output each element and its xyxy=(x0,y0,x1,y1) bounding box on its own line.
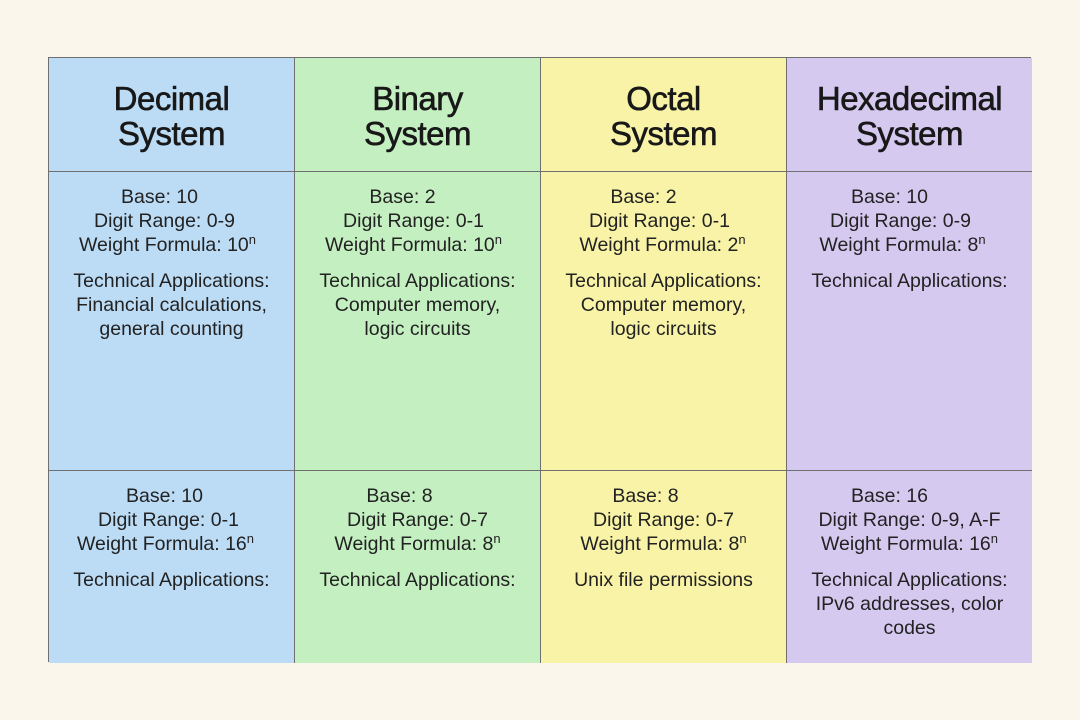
weight-exponent: n xyxy=(248,232,257,247)
weight-formula: Weight Formula: 16n xyxy=(787,532,1032,556)
base-text: Base: 10 xyxy=(126,485,203,507)
digit-range-text: Digit Range: 0-7 xyxy=(593,509,734,531)
base-text: Base: 8 xyxy=(366,485,433,507)
weight-formula: Weight Formula: 16n xyxy=(37,532,294,556)
weight-formula: Weight Formula: 8n xyxy=(295,532,540,556)
cell-binary-row-2: Base: 8 Digit Range: 0-7 Weight Formula:… xyxy=(295,471,541,663)
header-decimal: Decimal System xyxy=(49,58,295,172)
digit-range-text: Digit Range: 0-1 xyxy=(98,509,239,531)
column-title: Hexadecimal System xyxy=(816,79,1003,152)
digit-range-text: Digit Range: 0-1 xyxy=(343,210,484,232)
cell-hexadecimal-row-1: Base: 10 Digit Range: 0-9 Weight Formula… xyxy=(787,172,1032,471)
weight-exponent: n xyxy=(739,531,747,546)
cell-octal-row-2: Base: 8 Digit Range: 0-7 Weight Formula:… xyxy=(541,471,787,663)
applications-label: Technical Applications: xyxy=(73,270,270,292)
applications-text: Computer memory, logic circuits xyxy=(334,294,501,340)
cell-binary-row-1: Base: 2 Digit Range: 0-1 Weight Formula:… xyxy=(295,172,541,471)
base-text: Base: 10 xyxy=(851,186,928,208)
applications-label: Technical Applications: xyxy=(319,569,516,591)
weight-formula: Weight Formula: 8n xyxy=(541,532,786,556)
weight-exponent: n xyxy=(738,232,746,247)
weight-formula-text: Weight Formula: 8 xyxy=(819,234,979,256)
weight-formula-text: Weight Formula: 10 xyxy=(78,234,249,256)
column-title: Binary System xyxy=(363,79,472,152)
digit-range-text: Digit Range: 0-9 xyxy=(830,210,971,232)
applications-label: Technical Applications: xyxy=(73,569,270,591)
base-text: Base: 2 xyxy=(610,186,677,208)
title-line-1: Decimal xyxy=(113,79,230,117)
base-text: Base: 8 xyxy=(612,485,679,507)
digit-range-text: Digit Range: 0-9, A-F xyxy=(818,509,1001,531)
title-line-2: System xyxy=(117,114,226,152)
title-line-2: System xyxy=(609,114,718,152)
column-title: Octal System xyxy=(609,79,718,152)
applications-label: Technical Applications: xyxy=(319,270,516,292)
column-title: Decimal System xyxy=(113,79,230,152)
title-line-1: Octal xyxy=(626,79,702,117)
header-hexadecimal: Hexadecimal System xyxy=(787,58,1032,172)
digit-range-text: Digit Range: 0-7 xyxy=(347,509,488,531)
title-line-2: System xyxy=(363,114,472,152)
cell-octal-row-1: Base: 2 Digit Range: 0-1 Weight Formula:… xyxy=(541,172,787,471)
applications-text: Unix file permissions xyxy=(574,569,753,591)
cell-hexadecimal-row-2: Base: 16 Digit Range: 0-9, A-F Weight Fo… xyxy=(787,471,1032,663)
applications-text: Financial calculations, general counting xyxy=(76,294,267,340)
applications-label: Technical Applications: xyxy=(811,569,1008,591)
title-line-1: Binary xyxy=(372,79,464,117)
weight-formula-text: Weight Formula: 16 xyxy=(820,533,991,555)
weight-exponent: n xyxy=(493,531,501,546)
weight-formula-text: Weight Formula: 8 xyxy=(334,533,494,555)
applications-label: Technical Applications: xyxy=(811,270,1008,292)
weight-formula-text: Weight Formula: 10 xyxy=(324,234,495,256)
weight-formula: Weight Formula: 10n xyxy=(41,233,294,257)
title-line-1: Hexadecimal xyxy=(816,79,1003,117)
weight-formula: Weight Formula: 2n xyxy=(539,233,786,257)
digit-range-text: Digit Range: 0-1 xyxy=(589,210,730,232)
applications-text: Computer memory, logic circuits xyxy=(580,294,747,340)
cell-decimal-row-2: Base: 10 Digit Range: 0-1 Weight Formula… xyxy=(49,471,295,663)
weight-formula-text: Weight Formula: 16 xyxy=(76,533,247,555)
weight-exponent: n xyxy=(978,232,986,247)
weight-formula: Weight Formula: 8n xyxy=(773,233,1032,257)
weight-formula-text: Weight Formula: 8 xyxy=(580,533,740,555)
weight-exponent: n xyxy=(990,531,999,546)
base-text: Base: 10 xyxy=(121,186,198,208)
weight-exponent: n xyxy=(494,232,503,247)
weight-formula: Weight Formula: 10n xyxy=(287,233,540,257)
weight-formula-text: Weight Formula: 2 xyxy=(579,234,739,256)
base-text: Base: 2 xyxy=(369,186,436,208)
digit-range-text: Digit Range: 0-9 xyxy=(94,210,235,232)
header-octal: Octal System xyxy=(541,58,787,172)
cell-decimal-row-1: Base: 10 Digit Range: 0-9 Weight Formula… xyxy=(49,172,295,471)
base-text: Base: 16 xyxy=(851,485,928,507)
header-binary: Binary System xyxy=(295,58,541,172)
weight-exponent: n xyxy=(246,531,255,546)
title-line-2: System xyxy=(855,114,964,152)
applications-text: IPv6 addresses, color codes xyxy=(815,593,1004,639)
number-systems-table: Decimal System Binary System Octal Syste… xyxy=(48,57,1032,663)
applications-label: Technical Applications: xyxy=(565,270,762,292)
